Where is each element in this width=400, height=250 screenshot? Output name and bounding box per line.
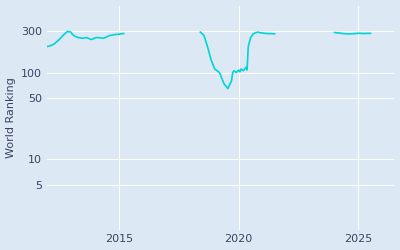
Y-axis label: World Ranking: World Ranking [6, 77, 16, 158]
